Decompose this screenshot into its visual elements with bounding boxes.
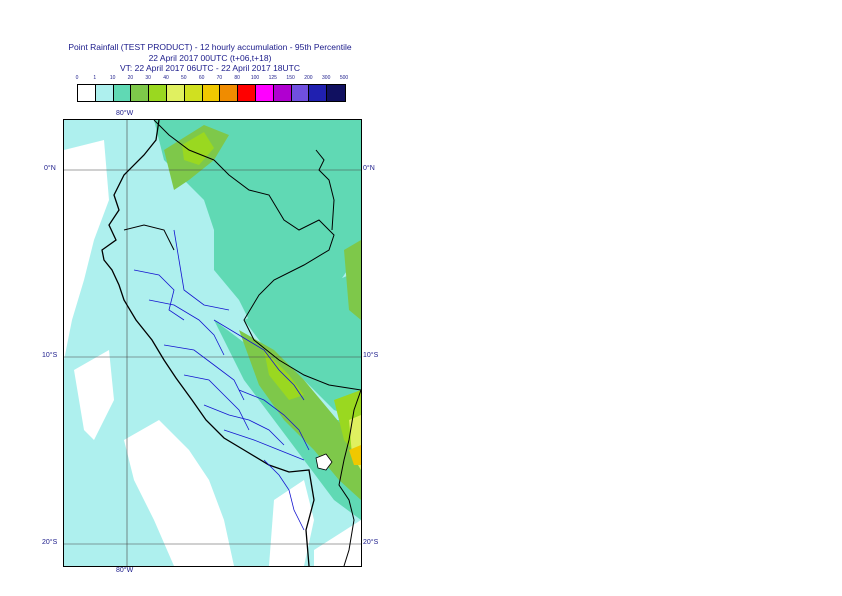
lat-label-right-10s: 10°S <box>363 352 379 359</box>
dry-area-north <box>64 140 109 360</box>
colorbar-swatch-14 <box>327 85 345 101</box>
coastline <box>101 120 315 566</box>
region-boundary-1 <box>133 269 185 321</box>
legend-threshold-2: 10 <box>109 75 116 81</box>
lat-label-right-0: 0°N <box>363 165 375 172</box>
rain-20-30-brazil <box>344 240 361 320</box>
legend-threshold-6: 50 <box>181 75 187 81</box>
border-ecuador-colombia <box>153 120 215 161</box>
region-boundary-8 <box>173 229 230 311</box>
region-boundary-3 <box>163 344 245 401</box>
legend-threshold-10: 100 <box>250 75 260 81</box>
colorbar-swatch-13 <box>309 85 328 101</box>
border-peru-north-east <box>213 159 361 391</box>
dry-area-altiplano <box>269 480 314 566</box>
rainfall-map-svg <box>64 120 361 566</box>
rain-10-20-amazon-central <box>244 270 361 420</box>
legend-threshold-14: 300 <box>322 75 331 81</box>
rainfall-map <box>63 119 362 567</box>
colorbar-swatch-8 <box>220 85 239 101</box>
lat-label-right-20s: 20°S <box>363 539 379 546</box>
colorbar-swatch-3 <box>131 85 150 101</box>
lat-label-left-20s: 20°S <box>42 539 58 546</box>
lat-label-left-0: 0°N <box>44 165 56 172</box>
rain-10-20-amazon-north <box>154 120 361 330</box>
colorbar-swatch-0 <box>78 85 96 101</box>
legend-threshold-11: 125 <box>268 75 277 81</box>
legend-colorbar <box>77 84 346 102</box>
legend-threshold-3: 20 <box>127 75 134 81</box>
border-bolivia-west <box>338 389 361 566</box>
colorbar-swatch-9 <box>238 85 256 101</box>
legend-threshold-0: 0 <box>75 75 79 81</box>
title-line-3: VT: 22 April 2017 06UTC - 22 April 2017 … <box>119 63 300 73</box>
colorbar-swatch-7 <box>202 85 221 101</box>
legend-threshold-7: 60 <box>198 75 205 81</box>
legend-threshold-12: 150 <box>286 75 295 81</box>
border-ecuador-peru <box>123 224 175 251</box>
colorbar-swatch-6 <box>184 85 203 101</box>
legend-threshold-1: 1 <box>93 75 97 81</box>
region-boundary-5 <box>203 404 285 446</box>
dry-area-ocean-1 <box>74 350 114 440</box>
legend-threshold-8: 70 <box>216 75 223 81</box>
legend-threshold-labels: 0 1 10 20 30 40 50 60 70 80 100 125 150 200 300 500 <box>70 75 360 85</box>
dry-area-coast-south <box>124 420 234 566</box>
colorbar-swatch-4 <box>149 85 167 101</box>
colorbar-swatch-12 <box>291 85 310 101</box>
rain-60-70-peak <box>349 445 361 465</box>
region-boundary-2 <box>148 299 225 356</box>
colorbar-swatch-2 <box>113 85 132 101</box>
region-boundary-4 <box>183 374 250 431</box>
region-boundaries <box>133 229 310 531</box>
lon-label-bottom: 80°W <box>116 567 134 574</box>
legend-threshold-4: 30 <box>145 75 151 81</box>
colorbar-swatch-10 <box>255 85 274 101</box>
legend-threshold-5: 40 <box>163 75 169 81</box>
legend-threshold-15: 500 <box>339 75 349 81</box>
region-boundary-7 <box>213 319 305 401</box>
legend-threshold-13: 200 <box>304 75 313 81</box>
dry-area-southeast <box>314 520 361 566</box>
colorbar-swatch-11 <box>273 85 292 101</box>
map-title-block: Point Rainfall (TEST PRODUCT) - 12 hourl… <box>40 42 380 74</box>
region-boundary-6 <box>223 429 305 461</box>
lon-label-top: 80°W <box>116 110 134 117</box>
lat-label-left-10s: 10°S <box>42 352 58 359</box>
legend-threshold-9: 80 <box>234 75 240 81</box>
colorbar-swatch-1 <box>95 85 114 101</box>
title-line-1: Point Rainfall (TEST PRODUCT) - 12 hourl… <box>68 42 352 52</box>
border-colombia-brazil <box>315 149 335 231</box>
region-boundary-10 <box>263 459 305 531</box>
lake-titicaca <box>315 453 333 471</box>
region-boundary-9 <box>238 389 310 451</box>
title-line-2: 22 April 2017 00UTC (t+06,t+18) <box>148 52 272 63</box>
colorbar-swatch-5 <box>166 85 185 101</box>
